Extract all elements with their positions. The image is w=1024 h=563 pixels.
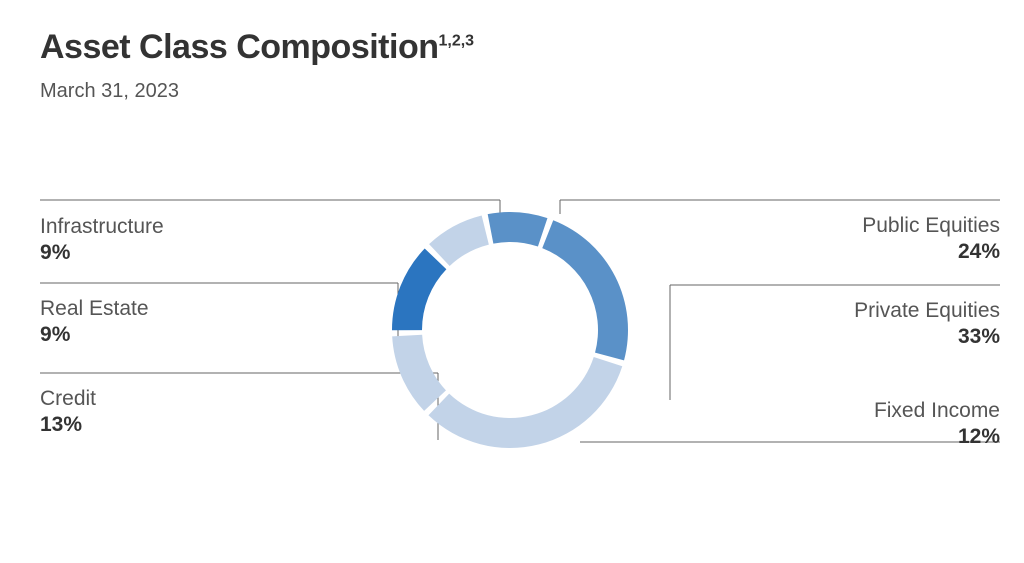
arc-credit (392, 248, 446, 330)
arc-real_estate (429, 215, 489, 266)
label-name: Infrastructure (40, 214, 164, 240)
label-pct: 9% (40, 240, 164, 266)
label-public_equities: Public Equities24% (862, 213, 1000, 266)
label-pct: 33% (854, 324, 1000, 350)
arc-infrastructure (488, 212, 548, 247)
label-pct: 24% (862, 239, 1000, 265)
arc-private_equities (428, 357, 622, 448)
label-pct: 9% (40, 322, 149, 348)
label-name: Credit (40, 386, 96, 412)
label-pct: 13% (40, 412, 96, 438)
label-name: Public Equities (862, 213, 1000, 239)
donut-arcs (392, 212, 628, 448)
page: { "header": { "title": "Asset Class Comp… (0, 0, 1024, 563)
label-name: Fixed Income (874, 398, 1000, 424)
label-credit: Credit13% (40, 386, 96, 439)
donut-chart (0, 0, 1024, 563)
label-private_equities: Private Equities33% (854, 298, 1000, 351)
label-real_estate: Real Estate9% (40, 296, 149, 349)
arc-public_equities (542, 220, 628, 360)
label-infrastructure: Infrastructure9% (40, 214, 164, 267)
label-name: Private Equities (854, 298, 1000, 324)
label-name: Real Estate (40, 296, 149, 322)
label-fixed_income: Fixed Income12% (874, 398, 1000, 451)
label-pct: 12% (874, 424, 1000, 450)
